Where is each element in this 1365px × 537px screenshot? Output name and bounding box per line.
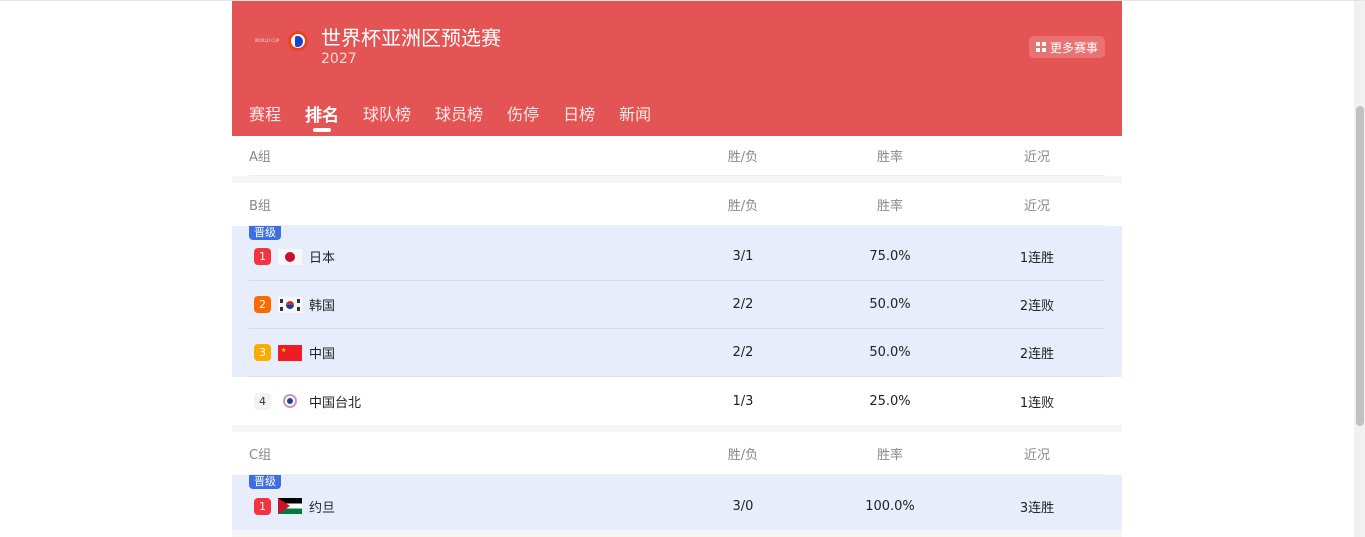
tab-5[interactable]: 日榜 [563,105,596,124]
table-row[interactable]: 2 韩国 2/2 50.0% 2连败 [232,281,1122,329]
fiba-logo-icon [288,31,308,51]
group-2: C组 胜/负 胜率 近况 晋级 1 约旦 3/0 100.0% 3连胜 [232,432,1122,530]
team-name[interactable]: 中国 [309,347,336,362]
jordan-flag-icon [278,498,302,514]
win-loss: 2/2 [732,297,754,312]
col-streak: 近况 [1023,198,1050,214]
group-header: C组 胜/负 胜率 近况 [249,432,1105,475]
advance-badge: 晋级 [249,475,281,489]
col-pct: 胜率 [876,198,903,214]
win-loss: 3/0 [732,498,754,514]
team-name[interactable]: 韩国 [309,299,336,314]
win-pct: 50.0% [869,297,911,312]
world-cup-logo: WORLD CUP [254,38,280,43]
rank-badge: 1 [254,497,271,515]
group-name: C组 [249,447,272,463]
groups: A组 胜/负 胜率 近况 B组 胜/负 胜率 近况 晋级 1 日本 3/1 75.0% 1连胜… [232,136,1122,530]
tab-3[interactable]: 球员榜 [435,105,484,124]
col-pct: 胜率 [876,150,903,165]
tab-1[interactable]: 排名 [305,101,339,132]
team-name[interactable]: 日本 [309,251,336,266]
group-name: B组 [249,198,271,214]
win-pct: 75.0% [869,249,911,264]
standings-panel: WORLD CUP 世界杯亚洲区预选赛 2027 更多赛事 赛程 排名 球队榜 球员榜… [232,1,1122,537]
streak: 2连胜 [1019,347,1055,362]
scrollbar[interactable] [1354,1,1365,537]
tab-0[interactable]: 赛程 [249,105,282,124]
grid-icon [1035,42,1046,52]
win-loss: 3/1 [732,249,754,264]
group-0: A组 胜/负 胜率 近况 [232,136,1122,176]
group-1: B组 胜/负 胜率 近况 晋级 1 日本 3/1 75.0% 1连胜 2 韩国 2/2… [232,183,1122,425]
win-pct: 100.0% [865,498,915,514]
win-pct: 25.0% [869,393,911,409]
streak: 2连败 [1019,299,1055,314]
table-row[interactable]: 晋级 1 约旦 3/0 100.0% 3连胜 [232,475,1122,530]
table-row[interactable]: 4 中国台北 1/3 25.0% 1连败 [232,377,1122,425]
korea-flag-icon [278,296,302,313]
tab-4[interactable]: 伤停 [507,105,540,124]
japan-flag-icon [278,248,302,265]
rank-badge: 1 [254,248,271,265]
group-header: B组 胜/负 胜率 近况 [249,183,1105,226]
table-row[interactable]: 晋级 1 日本 3/1 75.0% 1连胜 [232,226,1122,281]
streak: 1连胜 [1019,251,1055,266]
group-name: A组 [249,150,271,165]
table-row[interactable]: 3 ★ 中国 2/2 50.0% 2连胜 [232,329,1122,377]
win-pct: 50.0% [869,345,911,360]
group-header: A组 胜/负 胜率 近况 [249,136,1105,176]
col-wl: 胜/负 [727,198,759,214]
tab-bar: 赛程 排名 球队榜 球员榜 伤停 日榜 新闻 [249,101,652,132]
streak: 3连胜 [1019,500,1055,516]
col-wl: 胜/负 [727,150,759,165]
advance-badge: 晋级 [249,226,281,240]
col-streak: 近况 [1023,447,1050,463]
chinese-taipei-flag-icon [278,393,302,409]
win-loss: 2/2 [732,345,754,360]
win-loss: 1/3 [732,393,754,409]
scrollbar-thumb[interactable] [1356,106,1364,426]
rank-badge: 3 [254,344,271,361]
tab-2[interactable]: 球队榜 [363,105,412,124]
more-events-label: 更多赛事 [1049,40,1098,55]
col-streak: 近况 [1023,150,1050,165]
col-pct: 胜率 [876,447,903,463]
season-year: 2027 [321,51,357,67]
tab-6[interactable]: 新闻 [619,105,652,124]
team-name[interactable]: 中国台北 [309,395,362,411]
col-wl: 胜/负 [727,447,759,463]
more-events-button[interactable]: 更多赛事 [1028,36,1105,58]
rank-badge: 4 [254,392,271,410]
team-name[interactable]: 约旦 [309,500,336,516]
rank-badge: 2 [254,296,271,313]
page-title: 世界杯亚洲区预选赛 [321,26,501,50]
logo: WORLD CUP [252,31,308,51]
header: WORLD CUP 世界杯亚洲区预选赛 2027 更多赛事 赛程 排名 球队榜 球员榜… [232,1,1122,136]
streak: 1连败 [1019,395,1055,411]
china-flag-icon: ★ [278,344,302,361]
